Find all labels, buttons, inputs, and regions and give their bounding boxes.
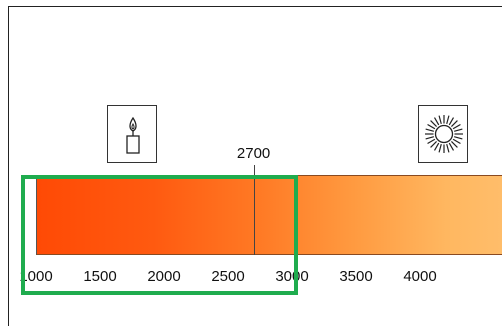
sun-ray [438, 115, 442, 125]
sun-ray [427, 138, 436, 145]
color-temperature-scale-bar [36, 175, 502, 255]
tick-label: 3000 [275, 268, 309, 285]
sun-ray [425, 136, 435, 140]
sun-ray [433, 117, 440, 126]
tick-label: 1000 [19, 268, 53, 285]
figure-frame [8, 6, 502, 326]
tick-label: 4000 [403, 268, 437, 285]
sun-ray [452, 138, 461, 145]
tick-label: 1500 [83, 268, 117, 285]
sun-ray [438, 143, 442, 153]
sun-ray [430, 120, 437, 127]
highlight-box [21, 175, 298, 295]
tick-label: 2500 [211, 268, 245, 285]
sun-ray [452, 123, 461, 130]
marker-label: 2700 [236, 145, 271, 162]
sun-ray [430, 141, 437, 148]
sun-ray [427, 123, 436, 130]
candle-icon [107, 105, 157, 163]
sun-ray [453, 128, 463, 132]
tick-label: 2000 [147, 268, 181, 285]
sun-ray [433, 142, 440, 151]
sun-ray [453, 136, 463, 140]
sun-ray [446, 115, 450, 125]
sun-ray [451, 141, 458, 148]
marker-line [253, 165, 255, 255]
sun-ray [425, 128, 435, 132]
sun-ray [446, 143, 450, 153]
sun-ray [448, 142, 455, 151]
sun-ray [451, 120, 458, 127]
sun-ray [448, 117, 455, 126]
tick-label: 3500 [339, 268, 373, 285]
sun-icon [418, 105, 468, 163]
